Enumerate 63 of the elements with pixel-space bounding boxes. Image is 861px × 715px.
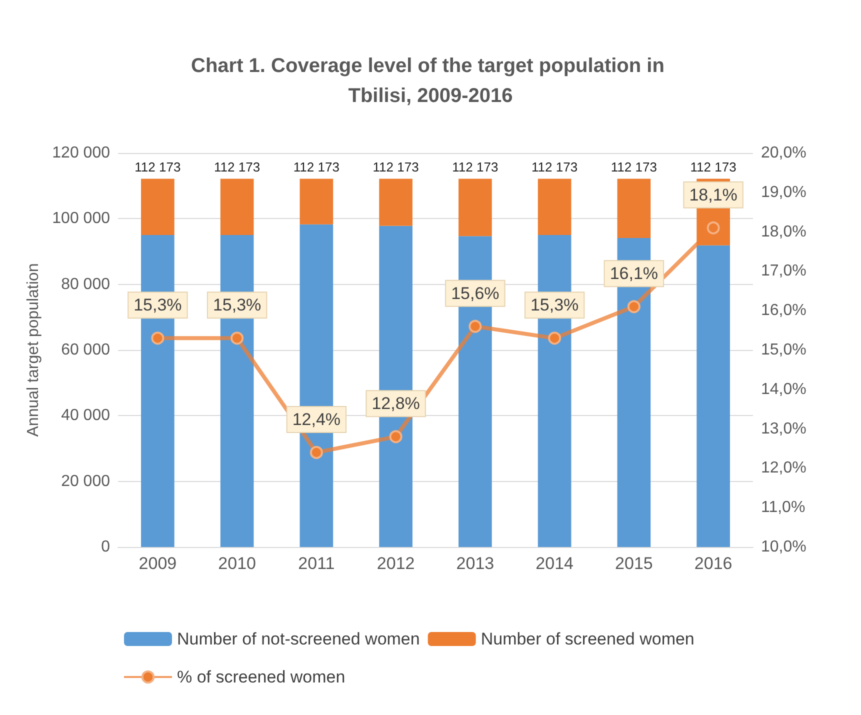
y2-tick-label: 15,0% [761,342,806,358]
x-tick-label: 2015 [615,554,653,573]
bar [379,178,412,226]
point [627,300,640,314]
bar [696,245,730,547]
data-label: 18,1% [689,185,738,204]
legend-label: % of screened women [177,668,346,686]
bar [617,178,651,238]
point [548,332,562,345]
total-label: 112 173 [214,160,260,175]
y2-tick-label: 14,0% [761,380,806,398]
data-label: 15,3% [530,296,579,315]
bar [141,178,174,236]
bar [458,178,492,236]
point [468,320,482,333]
x-tick-label: 2009 [138,554,177,573]
y2-tick-label: 20,0% [761,144,806,162]
point [706,221,720,234]
x-tick-label: 2011 [298,554,335,573]
data-label: 15,3% [134,296,182,315]
point [389,430,402,444]
total-label: 112 173 [690,160,736,175]
legend-label: Number of screened women [480,630,694,648]
y2-tick-label: 17,0% [761,262,806,280]
x-tick-label: 2010 [218,554,256,573]
x-tick-label: 2016 [694,554,732,573]
y2-tick-label: 11,0% [761,499,806,516]
total-label: 112 173 [372,160,419,175]
total-label: 112 173 [134,160,181,175]
y-tick-label: 0 [101,538,110,556]
bar [300,178,334,224]
y-tick-label: 80 000 [61,276,110,293]
y-tick-label: 120 000 [52,144,110,162]
total-label: 112 173 [452,160,498,175]
x-tick-label: 2013 [456,554,494,573]
y2-tick-label: 18,0% [761,223,806,240]
bar [538,178,572,236]
point [230,332,244,345]
y2-tick-label: 13,0% [761,420,806,438]
y2-tick-label: 10,0% [761,538,806,556]
total-label: 112 173 [610,160,657,175]
y-tick-label: 20 000 [61,472,110,490]
data-label: 12,8% [372,394,420,414]
y-tick-label: 60 000 [61,342,110,358]
point [310,446,323,459]
y-axis-title: Annual target population [24,263,42,437]
total-label: 112 173 [293,160,340,175]
data-label: 15,6% [451,284,500,303]
y2-tick-label: 16,0% [761,302,806,320]
y-tick-label: 40 000 [61,407,110,424]
bar [220,178,254,236]
point [151,332,164,345]
data-label: 16,1% [610,264,658,284]
total-label: 112 173 [532,160,578,175]
x-tick-label: 2014 [536,554,574,573]
legend-label: Number of not-screened women [177,630,420,648]
y2-tick-label: 12,0% [761,460,806,477]
chart-title: Chart 1. Coverage level of the target population in Tbilisi, 2009-2016 [191,55,670,107]
data-label: 15,3% [212,296,262,315]
y-tick-label: 100 000 [52,210,110,228]
x-tick-label: 2012 [376,554,415,573]
data-label: 12,4% [292,410,341,429]
y2-tick-label: 19,0% [761,184,806,201]
